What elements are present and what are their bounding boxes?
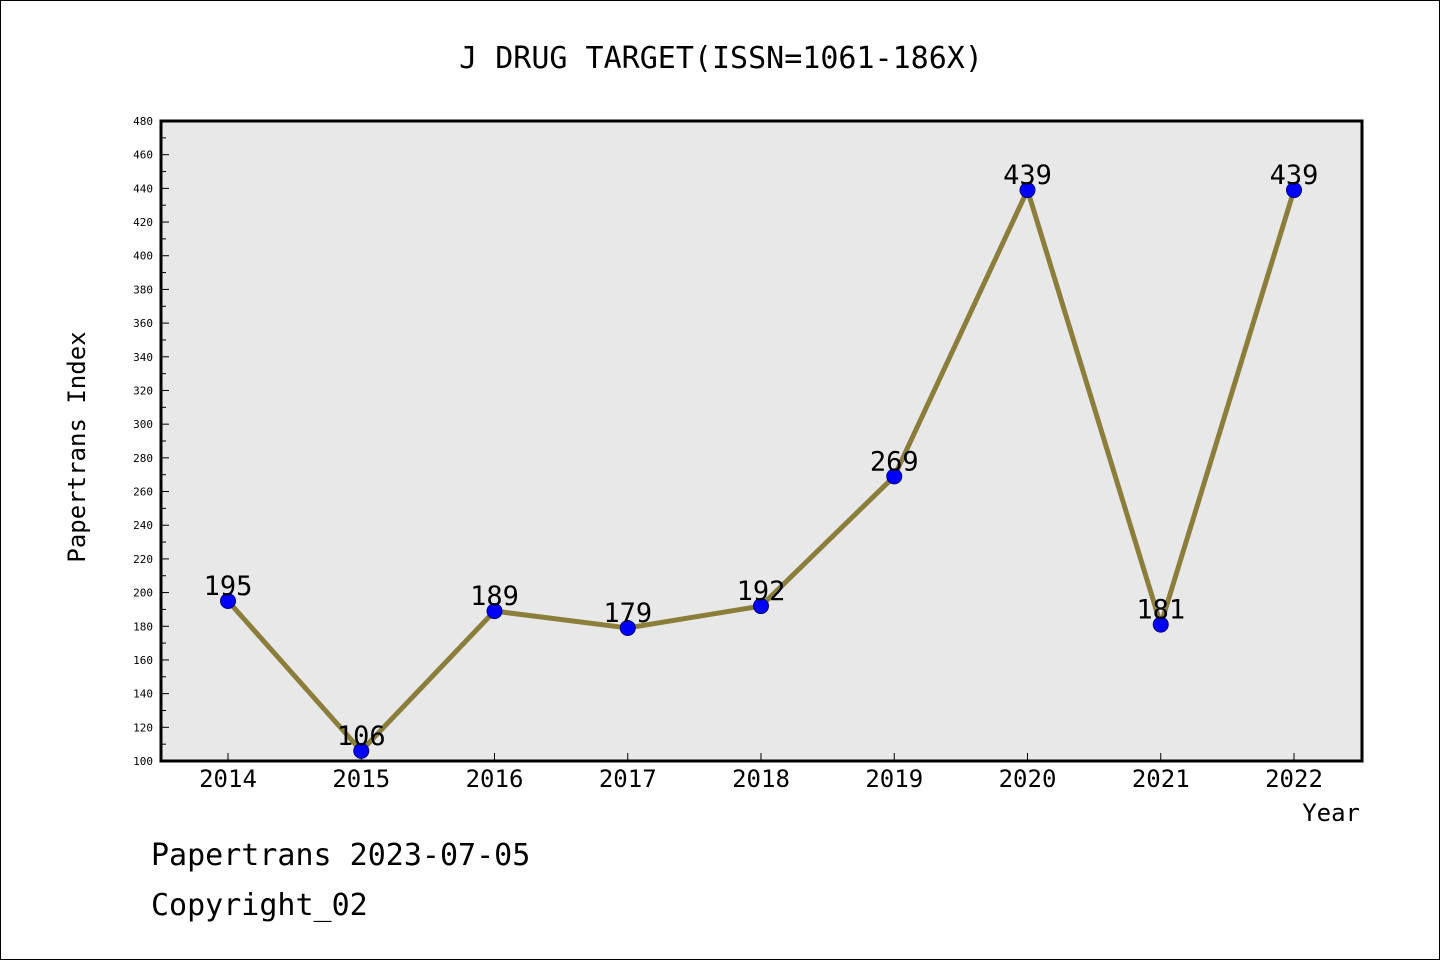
y-tick-label: 380 [133,283,153,296]
footer-date-text: Papertrans 2023-07-05 [151,838,530,873]
data-label: 192 [737,576,786,607]
x-tick-label: 2019 [865,765,923,793]
y-tick-label: 120 [133,721,153,734]
data-point [486,603,503,620]
data-label: 439 [1270,160,1319,191]
x-tick-label: 2014 [199,765,257,793]
data-labels: 195 106 189 179 192 269 439 181 439 [204,160,1319,752]
y-tick-label: 420 [133,216,153,229]
y-tick-label: 180 [133,620,153,633]
y-tick-label: 220 [133,553,153,566]
x-tick-label: 2022 [1265,765,1323,793]
y-tick-label: 360 [133,317,153,330]
series-markers [220,182,1302,759]
x-axis-title: Year [1302,799,1360,827]
data-label: 269 [870,446,919,477]
y-tick-label: 240 [133,519,153,532]
y-tick-label: 320 [133,384,153,397]
y-axis-title: Papertrans Index [63,331,91,562]
y-tick-label: 480 [133,115,153,128]
x-tick-label: 2021 [1132,765,1190,793]
data-point [220,593,236,609]
data-label: 189 [470,581,519,612]
y-tick-label: 100 [133,755,153,768]
data-point [1019,182,1036,199]
data-point [1152,616,1169,633]
data-label: 179 [603,598,652,629]
y-tick-label: 340 [133,351,153,364]
y-tick-label: 160 [133,654,153,667]
y-tick-label: 440 [133,182,153,195]
data-label: 195 [204,571,253,602]
y-tick-label: 300 [133,418,153,431]
y-axis-ticks: 100 120 140 160 180 200 220 240 260 280 300 320 340 3… [133,115,169,768]
chart-title: J DRUG TARGET(ISSN=1061-186X) [459,41,983,76]
y-tick-label: 400 [133,250,153,263]
x-tick-label: 2017 [599,765,657,793]
x-tick-label: 2016 [466,765,524,793]
data-label: 439 [1003,160,1052,191]
x-axis-ticks: 2014 2015 2016 2017 2018 2019 2020 2021 2022 [199,753,1323,793]
data-point [1286,182,1302,199]
data-point [619,619,636,636]
y-tick-label: 260 [133,486,153,499]
data-point [353,742,370,759]
y-tick-label: 280 [133,452,153,465]
data-point [753,598,769,615]
footer-copyright-text: Copyright_02 [151,888,368,923]
data-point [886,468,903,485]
y-tick-label: 460 [133,149,153,162]
x-tick-label: 2018 [732,765,790,793]
y-tick-label: 200 [133,587,153,600]
y-tick-label: 140 [133,688,153,701]
data-label: 106 [337,721,386,752]
x-tick-label: 2020 [999,765,1057,793]
plot-area [159,119,1364,763]
x-tick-label: 2015 [332,765,390,793]
data-label: 181 [1136,595,1185,626]
